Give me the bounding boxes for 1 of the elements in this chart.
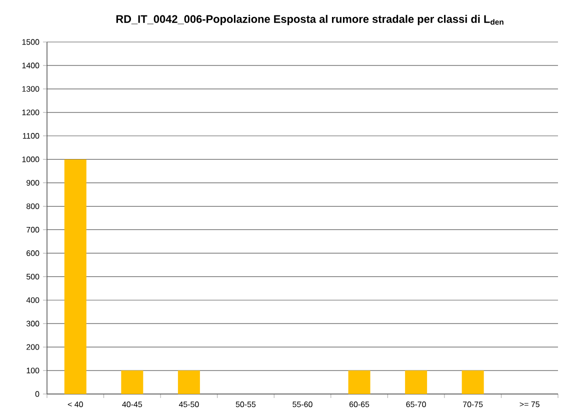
chart-title: RD_IT_0042_006-Popolazione Esposta al rumore stradale per classi di L$_{den}$ [116, 14, 504, 26]
